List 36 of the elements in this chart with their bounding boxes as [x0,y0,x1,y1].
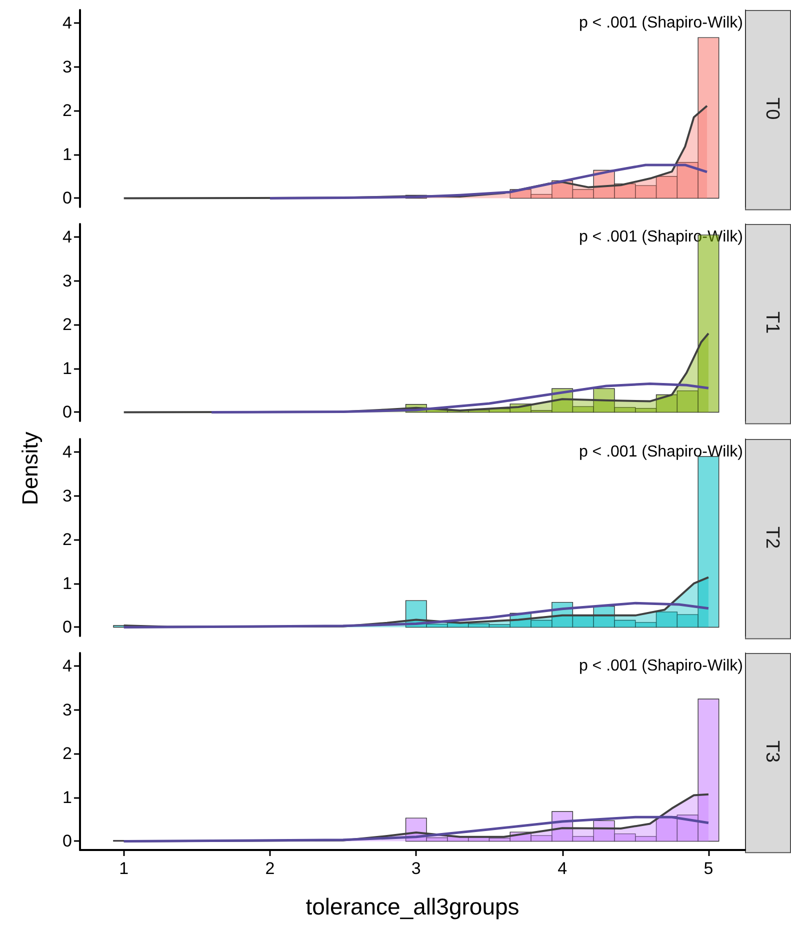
y-tick-label: 3 [62,486,72,506]
y2-axis-title: T2 [762,526,782,548]
y-tick-label: 1 [62,574,72,593]
y-tick-label: 1 [62,359,72,378]
y-axis-title: Density [18,431,42,505]
x-tick-label: 2 [265,858,275,878]
y2-axis-title: T0 [762,98,782,120]
y-tick-label: 2 [62,530,72,549]
y-tick-label: 4 [62,14,72,33]
y2-axis-title: T1 [762,312,782,334]
y-tick-label: 4 [62,228,72,247]
y-tick-label: 0 [62,617,72,636]
y-tick-label: 2 [62,101,72,120]
y-tick-label: 0 [62,188,72,208]
y-tick-label: 3 [62,700,72,720]
x-tick-label: 5 [704,858,714,878]
y-tick-label: 4 [62,656,72,676]
y-tick-label: 3 [62,57,72,76]
y-tick-label: 2 [62,315,72,334]
x-tick-label: 3 [411,858,421,878]
y-tick-label: 4 [62,442,72,462]
y-tick-label: 2 [62,744,72,764]
y-tick-label: 1 [62,788,72,807]
line-series [210,382,710,414]
x-tick-label: 4 [558,858,568,878]
y2-axis-title: T3 [762,740,782,763]
x-tick-label: 1 [119,858,129,878]
annotation: p < .001 (Shapiro-Wilk) [578,657,743,674]
y-tick-label: 0 [62,403,72,422]
y-tick-label: 3 [62,272,72,291]
y-tick-label: 0 [62,832,72,851]
annotation: p < .001 (Shapiro-Wilk) [578,443,743,460]
x-axis-title: tolerance_all3groups [306,893,520,920]
y-tick-label: 1 [62,144,72,164]
line-series [268,164,708,200]
annotation: p < .001 (Shapiro-Wilk) [578,14,743,32]
